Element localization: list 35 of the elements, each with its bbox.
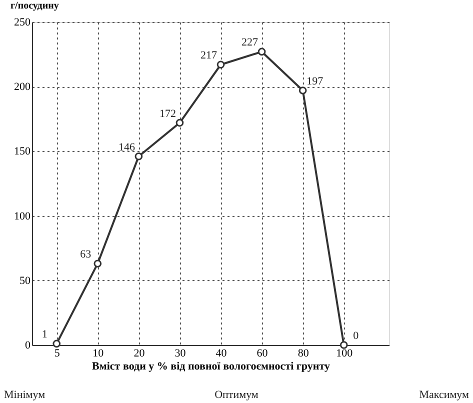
point: [340, 341, 348, 349]
x-tick-label: 5: [54, 348, 60, 360]
y-tick-label: 50: [20, 274, 31, 287]
x-tick-label: 80: [298, 348, 310, 360]
y-tick-label: 100: [14, 210, 31, 222]
data-label: 1: [42, 328, 48, 341]
text: Мінімум: [4, 389, 46, 401]
data-label: 217: [200, 50, 218, 62]
y-tick-label: 150: [14, 146, 31, 158]
x-tick-label: 60: [256, 348, 268, 360]
text: Максимум: [419, 389, 470, 401]
x-tick-label: 20: [134, 348, 146, 360]
x-tick-label: 40: [216, 348, 228, 360]
point: [52, 340, 61, 348]
data-label: 197: [306, 75, 324, 88]
point: [134, 152, 143, 160]
point: [258, 48, 266, 56]
y-tick-label: 0: [25, 340, 31, 352]
x-tick-label: 100: [336, 348, 354, 360]
point: [176, 118, 184, 127]
x-tick-label: 10: [92, 348, 104, 360]
x-tick-label: 30: [174, 348, 186, 360]
text: Оптимум: [214, 389, 258, 401]
data-label: 172: [159, 108, 176, 120]
data-label: 227: [242, 36, 259, 49]
point: [94, 260, 102, 268]
x-axis-title: Вміст води у % від повної вологоємності грунту: [92, 360, 330, 372]
data-label: 146: [118, 141, 136, 154]
point: [298, 86, 307, 94]
point: [216, 60, 225, 69]
data-label: 63: [80, 248, 92, 261]
y-tick-label: 250: [14, 16, 31, 28]
data-label: 0: [353, 330, 360, 342]
y-tick-label: 200: [14, 81, 31, 94]
y-axis-title: г/посудину: [10, 0, 59, 12]
